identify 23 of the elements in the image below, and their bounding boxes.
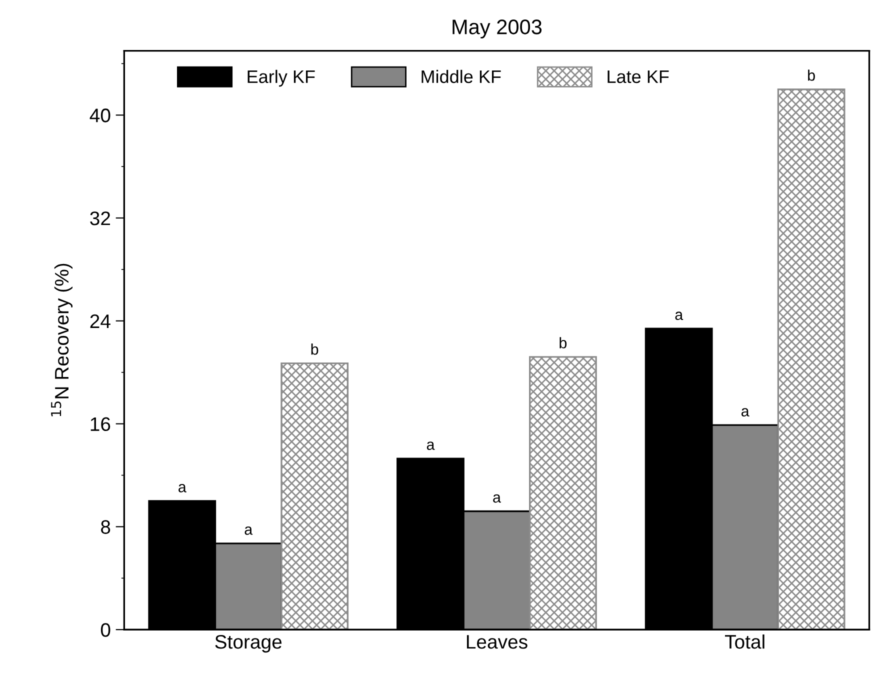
y-tick-label: 16	[90, 417, 110, 432]
y-tick-label: 24	[90, 314, 110, 328]
data-label: a	[493, 494, 501, 503]
y-tick-label: 40	[90, 108, 110, 122]
data-label: a	[244, 526, 253, 535]
x-tick-label: Total	[724, 634, 764, 649]
data-label: a	[178, 484, 186, 492]
data-label: a	[675, 312, 684, 320]
y-tick-label: 8	[101, 520, 110, 534]
y-tick-label: 32	[90, 211, 110, 226]
legend-label: Late KF	[608, 70, 669, 84]
y-axis-title: $^{15}$N Recovery (%)	[51, 264, 73, 416]
y-tick-label: 0	[100, 623, 110, 637]
data-label: a	[741, 408, 750, 417]
data-label: b	[808, 70, 815, 81]
legend-label: Middle KF	[422, 70, 501, 84]
data-label: b	[311, 344, 318, 355]
x-tick-label: Leaves	[466, 635, 528, 649]
legend-label: Early KF	[248, 70, 315, 87]
data-label: a	[426, 442, 435, 450]
chart-title: May 2003	[452, 20, 542, 38]
data-label: b	[560, 337, 567, 348]
x-tick-label: Storage	[215, 634, 282, 653]
